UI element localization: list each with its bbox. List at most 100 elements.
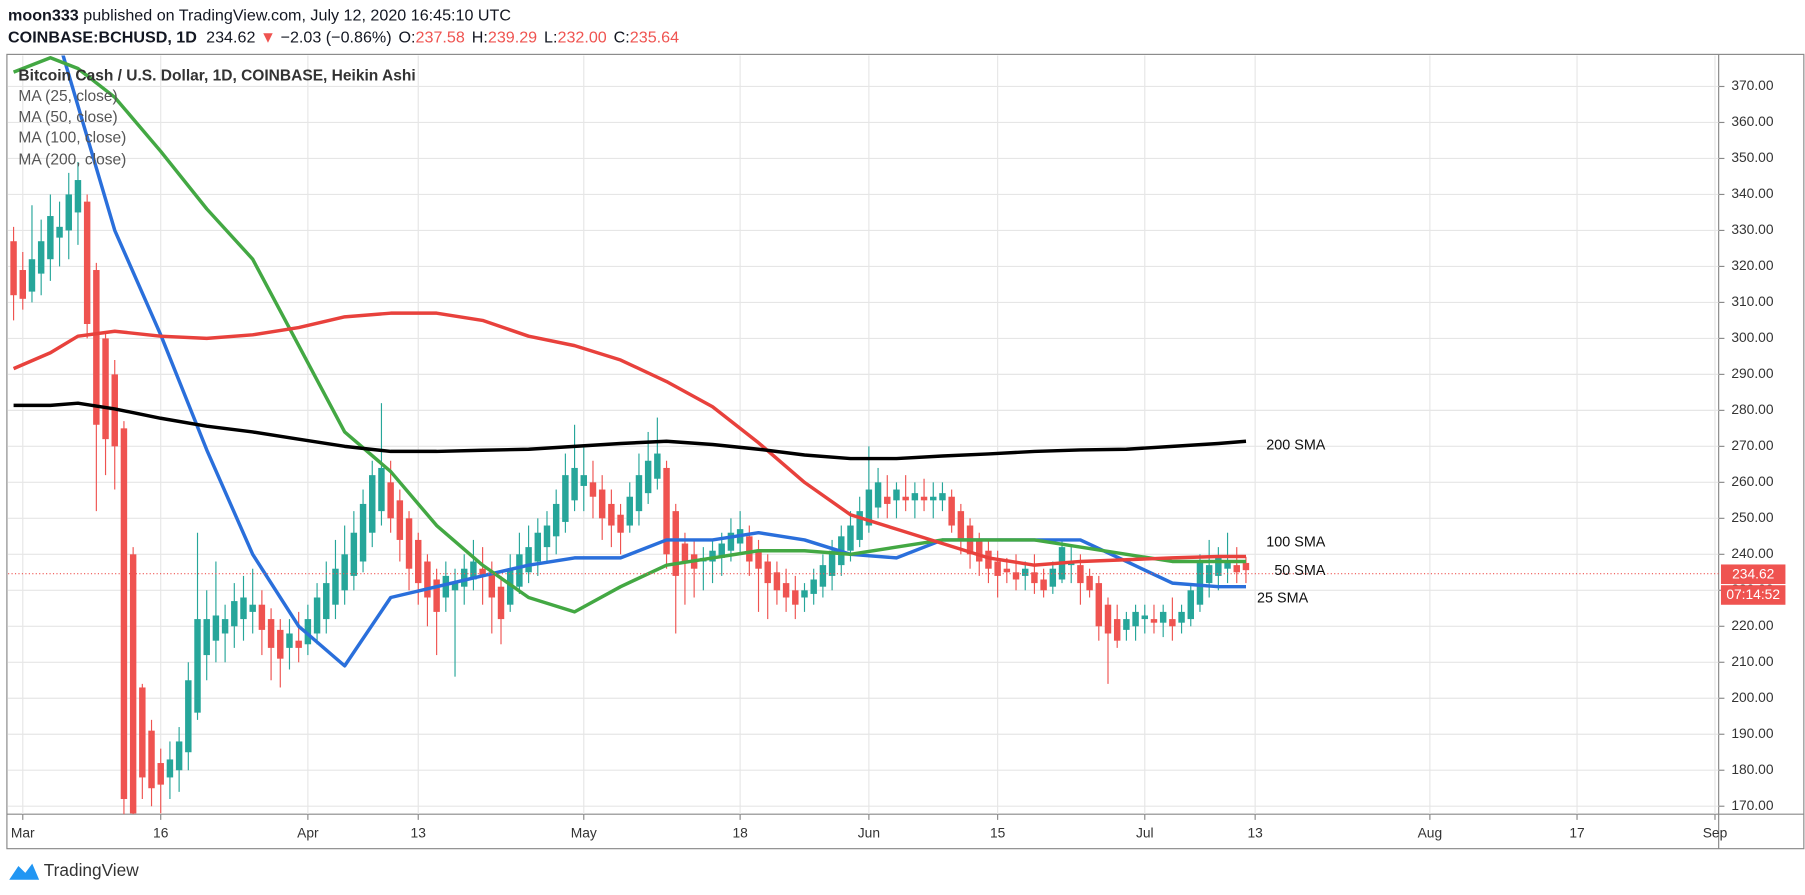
candle-body	[534, 532, 542, 562]
x-tick-label: 15	[990, 824, 1006, 840]
y-tick-label: 330.00	[1731, 221, 1774, 237]
candle-body	[801, 590, 808, 598]
candle-body	[847, 525, 854, 551]
x-tick-label: Aug	[1418, 824, 1443, 840]
candle-body	[911, 493, 919, 501]
candle-body	[746, 536, 753, 562]
ma-annotation: 25 SMA	[1257, 591, 1309, 607]
last-price-box	[1720, 564, 1786, 585]
candle-body	[1012, 572, 1020, 580]
ohlc-key: O:	[399, 29, 416, 47]
ma-line	[12, 311, 1247, 567]
ohlc-key: C:	[614, 29, 630, 47]
candle-body	[810, 579, 817, 594]
chart-title: Bitcoin Cash / U.S. Dollar, 1D, COINBASE…	[18, 67, 415, 84]
candle-body	[497, 586, 505, 620]
candle-body	[626, 496, 633, 526]
candle-body	[865, 489, 873, 526]
candle-body	[267, 619, 275, 648]
candle-body	[93, 270, 100, 425]
candle-body	[920, 496, 928, 501]
ma-annotation: 100 SMA	[1266, 534, 1326, 550]
candle-body	[893, 489, 900, 501]
frame	[6, 53, 1805, 850]
candle-body	[120, 428, 128, 800]
candle-body	[957, 511, 965, 540]
ma-annotation: 200 SMA	[1266, 438, 1326, 454]
change: −2.03 (−0.86%)	[281, 29, 392, 47]
candle-body	[819, 565, 827, 587]
candle-body	[332, 568, 339, 605]
candle-body	[617, 514, 624, 533]
candle-body	[1040, 579, 1047, 591]
candle-body	[56, 226, 63, 238]
candle-body	[442, 575, 450, 598]
y-tick-label: 270.00	[1731, 437, 1774, 453]
candle-body	[369, 475, 376, 533]
price: 234.62	[206, 29, 255, 47]
y-tick-label: 290.00	[1731, 365, 1774, 381]
y-tick-label: 260.00	[1731, 473, 1774, 489]
symbol: COINBASE:BCHUSD, 1D	[8, 29, 197, 47]
candle-body	[1086, 575, 1093, 591]
candle-body	[1187, 590, 1194, 620]
candle-body	[635, 475, 643, 512]
candle-body	[451, 583, 459, 591]
candle-body	[258, 604, 266, 630]
candle-body	[755, 550, 762, 569]
y-tick-label: 190.00	[1731, 725, 1774, 741]
candle-body	[1159, 611, 1167, 623]
x-tick-label: 13	[1247, 824, 1263, 840]
candle-body	[1242, 562, 1250, 571]
candle-body	[672, 511, 679, 576]
candle-body	[221, 619, 229, 634]
candle-body	[460, 568, 468, 587]
candle-body	[543, 525, 551, 548]
y-tick-label: 200.00	[1731, 689, 1774, 705]
candle-body	[1031, 572, 1038, 584]
legend-entry: MA (200, close)	[18, 151, 126, 168]
candle-body	[884, 496, 891, 504]
candle-body	[313, 597, 321, 634]
candle-body	[139, 687, 146, 778]
x-tick-label: 13	[411, 824, 427, 840]
candle-body	[644, 460, 652, 494]
candle-body	[792, 590, 799, 605]
arrow: ▼	[260, 29, 276, 47]
candle-body	[28, 259, 36, 292]
candle-body	[378, 467, 385, 512]
ohlc-key: L:	[544, 29, 557, 47]
author: moon333	[8, 7, 79, 25]
candle-body	[129, 554, 137, 814]
ohlc-value: 235.64	[630, 29, 679, 47]
legend-entry: MA (25, close)	[18, 88, 117, 105]
candle-body	[387, 482, 394, 519]
y-tick-label: 350.00	[1731, 149, 1774, 165]
candle-body	[516, 554, 523, 587]
plot	[8, 55, 1719, 815]
last-price-label: 234.62	[1732, 565, 1774, 581]
candle-body	[782, 583, 790, 598]
candle-body	[415, 539, 422, 584]
candle-body	[350, 532, 358, 576]
candle-body	[203, 619, 210, 656]
x-tick-label: 18	[732, 824, 748, 840]
candle-body	[1123, 619, 1130, 630]
candle-body	[1178, 611, 1185, 623]
logo-icon	[9, 863, 40, 880]
candle-body	[396, 500, 404, 540]
candle-body	[1224, 561, 1231, 569]
footer-brand: TradingView	[44, 860, 139, 880]
candle-body	[608, 503, 615, 526]
candle-body	[341, 554, 348, 591]
candle-body	[277, 629, 284, 659]
candle-body	[157, 763, 164, 785]
candle-body	[562, 475, 569, 522]
candle-body	[709, 550, 716, 562]
candle-body	[1113, 619, 1121, 641]
y-tick-label: 240.00	[1731, 545, 1774, 561]
candle-body	[1095, 583, 1103, 627]
candle-body	[240, 597, 247, 620]
candle-body	[1132, 611, 1139, 627]
